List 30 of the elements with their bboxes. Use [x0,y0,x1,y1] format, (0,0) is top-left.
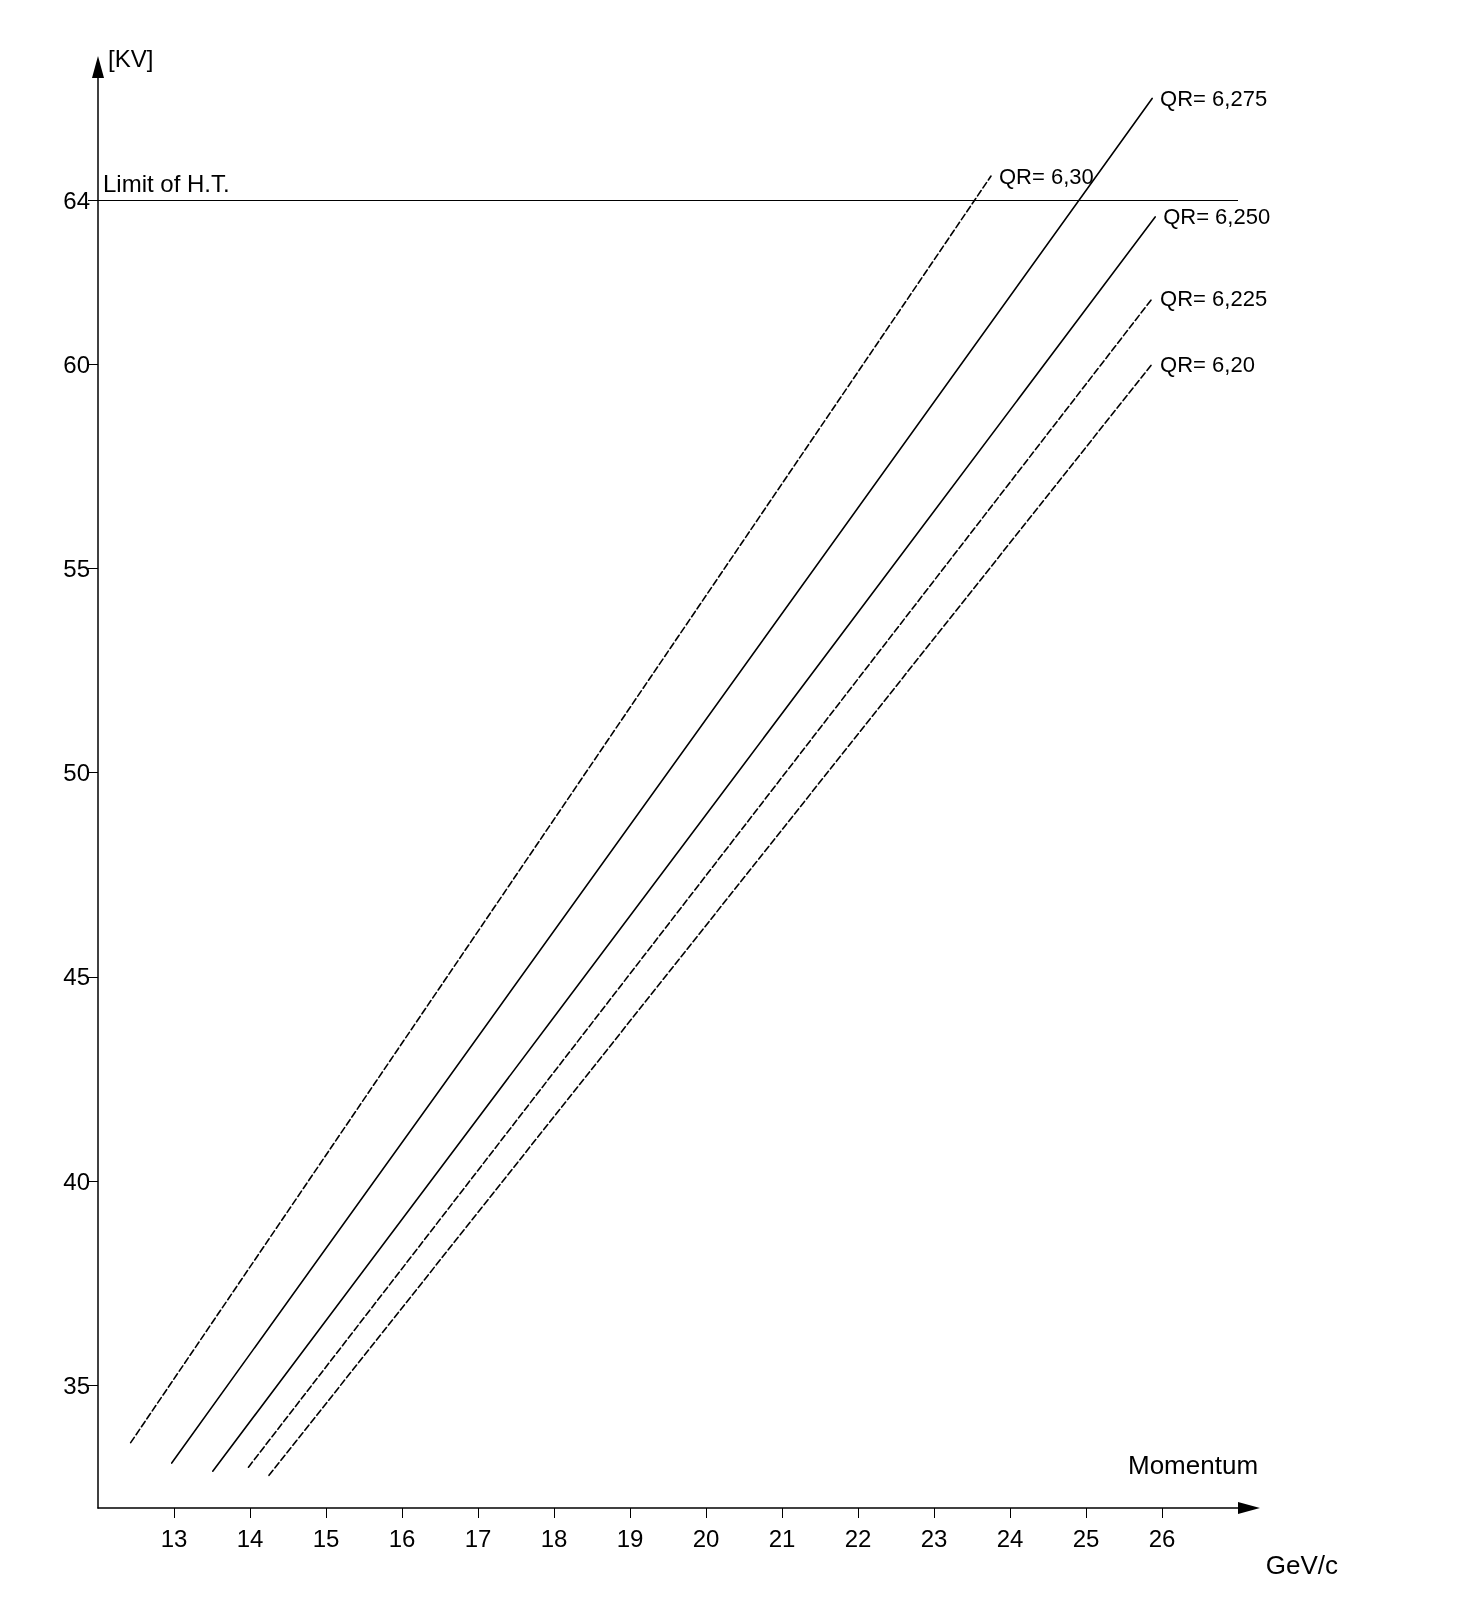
x-tick-label: 20 [692,1524,720,1552]
x-tick-label: 13 [160,1524,188,1552]
y-tick-label: 55 [63,554,90,582]
x-tick-label: 19 [616,1524,644,1552]
x-tick-label: 16 [388,1524,416,1552]
series-label: QR= 6,250 [1163,204,1271,230]
x-tick-label: 15 [312,1524,340,1552]
series-label: QR= 6,225 [1160,286,1268,312]
x-tick-label: 23 [920,1524,948,1552]
x-tick-label: 25 [1072,1524,1100,1552]
x-tick-label: 22 [844,1524,872,1552]
x-tick-label: 14 [236,1524,264,1552]
y-tick-label: 35 [63,1371,90,1399]
x-tick-label: 18 [540,1524,568,1552]
text: GeV/c [1265,1550,1338,1580]
x-tick-label: 21 [768,1524,796,1552]
ref-line-label: Limit of H.T. [103,170,230,198]
y-tick-label: 60 [63,350,90,378]
series-label: QR= 6,20 [1160,351,1255,377]
y-tick-label: 45 [63,963,90,991]
y-tick-label: 50 [63,759,90,787]
x-tick-label: 24 [996,1524,1024,1552]
x-axis-title: Momentum [1128,1450,1259,1480]
y-tick-label: 64 [63,187,90,215]
series-label: QR= 6,30 [999,163,1094,189]
x-tick-label: 17 [464,1524,492,1552]
series-label: QR= 6,275 [1160,85,1268,111]
y-axis-title: [KV] [108,44,154,72]
x-tick-label: 26 [1148,1524,1176,1552]
y-tick-label: 40 [63,1167,90,1195]
